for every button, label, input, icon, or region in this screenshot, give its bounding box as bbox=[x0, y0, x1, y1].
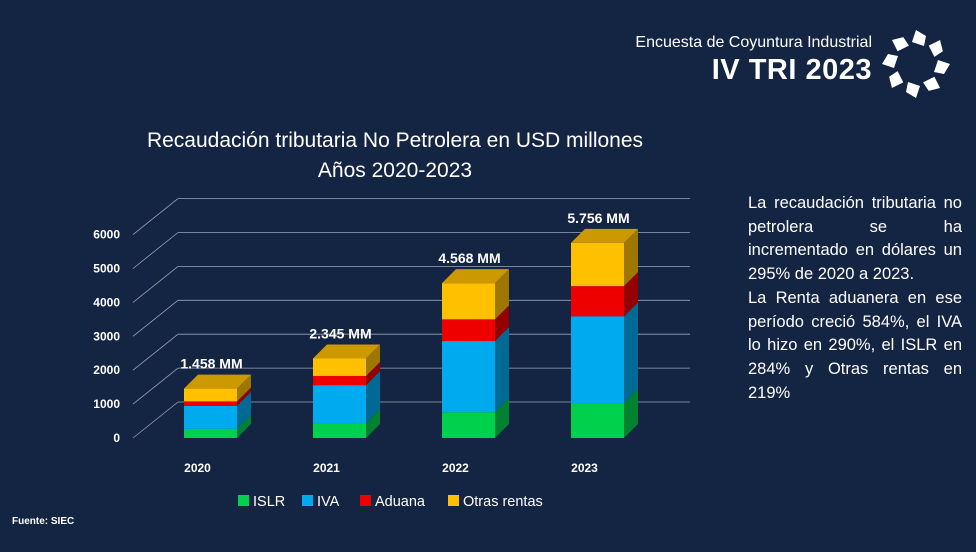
bar-stack-2022 bbox=[442, 269, 509, 438]
period-title: IV TRI 2023 bbox=[711, 54, 872, 86]
bar-segment-iva bbox=[571, 316, 624, 404]
chart-title-block: Recaudación tributaria No Petrolera en U… bbox=[95, 126, 695, 186]
bar-segment-islr bbox=[571, 403, 624, 438]
gridline-diag bbox=[132, 266, 179, 303]
legend-item: Otras rentas bbox=[448, 494, 543, 510]
bar-stack-2021 bbox=[313, 344, 380, 438]
bar-side-iva bbox=[624, 302, 638, 404]
legend: ISLR IVA Aduana Otras rentas bbox=[238, 494, 543, 510]
bar-top bbox=[571, 228, 638, 243]
legend-item: Aduana bbox=[360, 494, 426, 510]
legend-label: Otras rentas bbox=[463, 494, 543, 510]
bar-top bbox=[184, 374, 251, 389]
bar-segment-islr bbox=[313, 423, 366, 438]
total-label: 4.568 MM bbox=[438, 250, 500, 266]
description-paragraph: La Renta aduanera en ese período creció … bbox=[748, 288, 962, 402]
gridline-diag bbox=[132, 232, 179, 269]
total-label: 1.458 MM bbox=[180, 356, 242, 372]
bar-side-aduana bbox=[624, 272, 638, 317]
legend-item: ISLR bbox=[238, 494, 285, 510]
y-tick-label: 0 bbox=[113, 431, 120, 445]
bar-top bbox=[442, 269, 509, 284]
data-labels: 1.458 MM 2.345 MM 4.568 MM 5.756 MM bbox=[180, 210, 629, 372]
y-tick-label: 3000 bbox=[93, 329, 120, 343]
bar-segment-otras-rentas bbox=[442, 283, 495, 320]
legend-swatch bbox=[302, 495, 313, 506]
bar-segment-aduana bbox=[184, 401, 237, 406]
gridline-diag bbox=[132, 198, 179, 235]
bar-top bbox=[313, 344, 380, 359]
x-tick-label: 2022 bbox=[442, 461, 469, 475]
bar-segment-aduana bbox=[442, 319, 495, 342]
total-label: 2.345 MM bbox=[309, 326, 371, 342]
bar-side-islr bbox=[237, 414, 251, 438]
legend-swatch bbox=[360, 495, 371, 506]
survey-logo-icon bbox=[882, 30, 950, 98]
x-tick-label: 2021 bbox=[313, 461, 340, 475]
bar-stack-2020 bbox=[184, 374, 251, 438]
bar-segment-islr bbox=[442, 412, 495, 438]
bar-segment-iva bbox=[442, 341, 495, 413]
bar-segment-otras-rentas bbox=[184, 388, 237, 402]
y-tick-label: 4000 bbox=[93, 295, 120, 309]
description-paragraph: La recaudación tributaria no petrolera s… bbox=[748, 194, 962, 284]
bar-side-islr bbox=[624, 389, 638, 438]
bar-stack-2023 bbox=[571, 228, 638, 438]
bar-side-otras-rentas bbox=[495, 269, 509, 320]
gridline-diag bbox=[132, 333, 179, 371]
y-tick-label: 5000 bbox=[93, 262, 120, 276]
bar-segment-iva bbox=[184, 405, 237, 429]
bar-side-otras-rentas bbox=[624, 228, 638, 287]
description-text: La recaudación tributaria no petrolera s… bbox=[748, 192, 962, 405]
legend-label: Aduana bbox=[375, 494, 426, 510]
x-tick-label: 2020 bbox=[184, 461, 211, 475]
bar-side-islr bbox=[495, 398, 509, 438]
bar-segment-otras-rentas bbox=[571, 242, 624, 287]
y-tick-label: 6000 bbox=[93, 228, 120, 242]
bar-side-otras-rentas bbox=[366, 344, 380, 376]
gridline-diag bbox=[132, 299, 179, 337]
bar-side-aduana bbox=[237, 387, 251, 406]
total-label: 5.756 MM bbox=[567, 210, 629, 226]
gridline-diag bbox=[132, 367, 179, 405]
y-tick-label: 1000 bbox=[93, 397, 120, 411]
bar-side-iva bbox=[495, 327, 509, 413]
bar-side-iva bbox=[237, 391, 251, 429]
x-tick-label: 2023 bbox=[571, 461, 598, 475]
legend-swatch bbox=[448, 495, 459, 506]
legend-label: ISLR bbox=[253, 494, 285, 510]
bar-side-islr bbox=[366, 409, 380, 438]
chart-subtitle: Años 2020-2023 bbox=[317, 159, 473, 182]
y-axis-ticks: 0 1000 2000 3000 4000 5000 6000 bbox=[93, 228, 120, 445]
source-note: Fuente: SIEC bbox=[12, 516, 75, 527]
bar-segment-islr bbox=[184, 428, 237, 438]
bars bbox=[184, 228, 638, 438]
bar-side-iva bbox=[366, 371, 380, 424]
y-tick-label: 2000 bbox=[93, 363, 120, 377]
bar-side-aduana bbox=[366, 361, 380, 386]
bar-segment-aduana bbox=[571, 286, 624, 317]
x-axis-ticks: 2020 2021 2022 2023 bbox=[184, 461, 598, 475]
survey-title: Encuesta de Coyuntura Industrial bbox=[635, 34, 872, 51]
chart-title: Recaudación tributaria No Petrolera en U… bbox=[146, 129, 644, 152]
legend-item: IVA bbox=[302, 494, 340, 510]
legend-label: IVA bbox=[317, 494, 340, 510]
bar-side-aduana bbox=[495, 305, 509, 342]
bar-segment-iva bbox=[313, 385, 366, 424]
bar-side-otras-rentas bbox=[237, 374, 251, 402]
bar-segment-aduana bbox=[313, 375, 366, 386]
bar-segment-otras-rentas bbox=[313, 358, 366, 376]
legend-swatch bbox=[238, 495, 249, 506]
gridline-diag bbox=[132, 401, 179, 439]
